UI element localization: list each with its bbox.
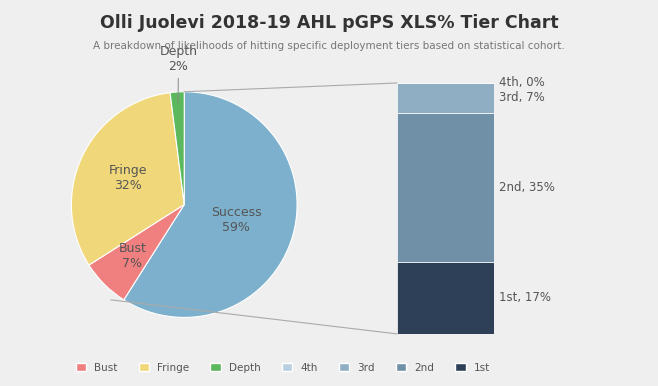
Text: A breakdown of likelihoods of hitting specific deployment tiers based on statist: A breakdown of likelihoods of hitting sp… — [93, 41, 565, 51]
Text: Bust
7%: Bust 7% — [118, 242, 146, 271]
Bar — [397, 262, 494, 334]
Wedge shape — [124, 92, 297, 317]
Text: Success
59%: Success 59% — [211, 206, 262, 234]
Bar — [397, 83, 494, 113]
Text: 4th, 0%: 4th, 0% — [499, 76, 545, 90]
Wedge shape — [72, 93, 184, 265]
Text: Depth
2%: Depth 2% — [159, 45, 197, 103]
Wedge shape — [89, 205, 184, 300]
Wedge shape — [170, 92, 184, 205]
Bar — [397, 113, 494, 262]
Text: 2nd, 35%: 2nd, 35% — [499, 181, 555, 194]
Text: Olli Juolevi 2018-19 AHL pGPS XLS% Tier Chart: Olli Juolevi 2018-19 AHL pGPS XLS% Tier … — [100, 14, 558, 32]
Text: 3rd, 7%: 3rd, 7% — [499, 91, 545, 104]
Legend: Bust, Fringe, Depth, 4th, 3rd, 2nd, 1st: Bust, Fringe, Depth, 4th, 3rd, 2nd, 1st — [72, 359, 494, 377]
Text: Fringe
32%: Fringe 32% — [109, 164, 147, 192]
Text: 1st, 17%: 1st, 17% — [499, 291, 551, 304]
